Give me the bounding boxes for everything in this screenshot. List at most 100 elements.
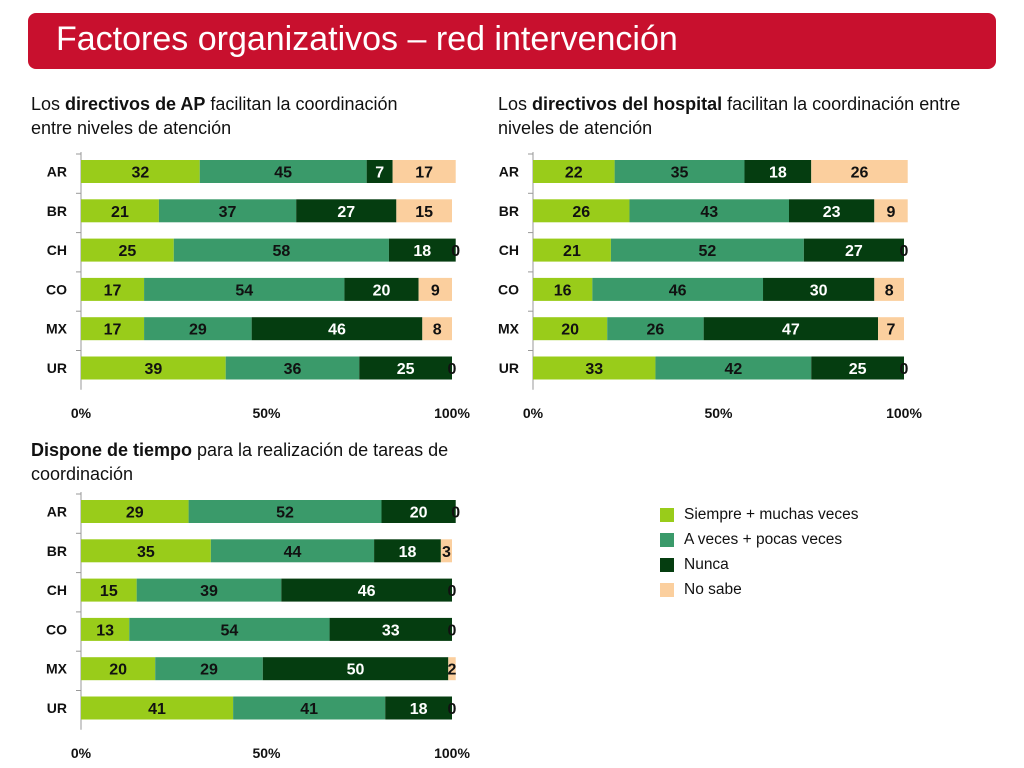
bar-segment-no-sabe — [422, 317, 452, 341]
bar-segment-no-sabe — [418, 277, 452, 301]
bar-segment-nunca — [811, 356, 904, 380]
x-tick-label: 0% — [71, 405, 92, 421]
data-label: 20 — [109, 662, 127, 679]
data-label: 42 — [724, 361, 742, 378]
title-bar: Factores organizativos – red intervenció… — [28, 13, 996, 69]
data-label: 0 — [448, 701, 457, 718]
bar-segment-nunca — [281, 578, 452, 602]
data-label: 20 — [410, 505, 428, 522]
data-label: 29 — [200, 662, 218, 679]
bar-segment-siempre — [81, 317, 145, 341]
data-label: 46 — [358, 583, 376, 600]
data-label: 22 — [565, 165, 583, 182]
category-label: UR — [499, 360, 519, 376]
bar-segment-siempre — [81, 617, 130, 641]
bar-segment-siempre — [533, 356, 656, 380]
data-label: 0 — [451, 505, 460, 522]
legend-swatch-nunca — [660, 557, 674, 572]
data-label: 18 — [413, 243, 431, 260]
data-label: 39 — [144, 361, 162, 378]
data-label: 41 — [300, 701, 318, 718]
bar-segment-nunca — [366, 160, 393, 183]
bar-segment-a-veces — [188, 500, 382, 523]
data-label: 21 — [563, 243, 581, 260]
x-tick-label: 50% — [704, 405, 733, 421]
legend-item: No sabe — [660, 577, 858, 602]
bar-segment-a-veces — [225, 356, 360, 380]
data-label: 0 — [900, 361, 909, 378]
category-label: AR — [47, 164, 67, 180]
page-title: Factores organizativos – red intervenció… — [56, 20, 678, 58]
legend-item: A veces + pocas veces — [660, 527, 858, 552]
category-label: MX — [498, 321, 520, 337]
category-label: UR — [47, 360, 67, 376]
x-tick-label: 100% — [434, 745, 470, 761]
bar-segment-siempre — [533, 317, 608, 341]
bar-segment-siempre — [81, 238, 174, 262]
bar-segment-nunca — [703, 317, 879, 341]
bar-segment-a-veces — [210, 539, 375, 563]
data-label: 37 — [219, 204, 237, 221]
data-label: 2 — [448, 662, 457, 679]
bar-segment-siempre — [81, 160, 200, 183]
data-label: 27 — [337, 204, 355, 221]
data-label: 17 — [104, 282, 122, 299]
category-label: MX — [46, 321, 68, 337]
data-label: 43 — [700, 204, 718, 221]
bar-segment-a-veces — [629, 199, 789, 223]
legend-swatch-siempre — [660, 507, 674, 522]
bar-segment-nunca — [359, 356, 452, 380]
data-label: 46 — [669, 282, 687, 299]
data-label: 27 — [845, 243, 863, 260]
category-label: UR — [47, 700, 67, 716]
bar-segment-siempre — [533, 238, 611, 262]
bar-segment-no-sabe — [440, 539, 452, 563]
chart-2-subtitle-bold: directivos del hospital — [532, 94, 723, 114]
data-label: 36 — [284, 361, 302, 378]
data-label: 0 — [448, 583, 457, 600]
data-label: 23 — [823, 204, 841, 221]
data-label: 52 — [276, 505, 294, 522]
data-label: 3 — [442, 544, 451, 561]
bar-segment-a-veces — [655, 356, 812, 380]
bar-segment-a-veces — [233, 696, 386, 720]
bar-segment-nunca — [385, 696, 452, 720]
data-label: 32 — [131, 165, 149, 182]
bar-segment-no-sabe — [874, 277, 904, 301]
data-label: 9 — [887, 204, 896, 221]
data-label: 9 — [431, 282, 440, 299]
bar-segment-a-veces — [607, 317, 704, 341]
data-label: 0 — [451, 243, 460, 260]
bar-segment-a-veces — [173, 238, 389, 262]
x-tick-label: 50% — [252, 745, 281, 761]
data-label: 25 — [849, 361, 867, 378]
bar-segment-nunca — [329, 617, 452, 641]
chart-1-subtitle-pre: Los — [31, 94, 66, 114]
chart-1-subtitle: Los directivos de AP facilitan la coordi… — [31, 92, 411, 140]
bar-segment-siempre — [81, 277, 145, 301]
bar-segment-a-veces — [136, 578, 282, 602]
data-label: 54 — [221, 622, 239, 639]
data-label: 0 — [900, 243, 909, 260]
category-label: CH — [47, 242, 67, 258]
x-tick-label: 100% — [886, 405, 922, 421]
data-label: 58 — [272, 243, 290, 260]
bar-segment-nunca — [344, 277, 419, 301]
data-label: 18 — [410, 701, 428, 718]
category-label: BR — [47, 543, 67, 559]
bar-segment-a-veces — [155, 657, 263, 681]
data-label: 15 — [100, 583, 118, 600]
bar-segment-nunca — [763, 277, 875, 301]
data-label: 47 — [782, 322, 800, 339]
x-tick-label: 50% — [252, 405, 281, 421]
category-label: MX — [46, 661, 68, 677]
data-label: 7 — [887, 322, 896, 339]
chart-3-subtitle-bold: Dispone de tiempo — [31, 440, 193, 460]
data-label: 35 — [137, 544, 155, 561]
data-label: 18 — [399, 544, 417, 561]
bar-segment-nunca — [262, 657, 449, 681]
data-label: 20 — [373, 282, 391, 299]
data-label: 8 — [885, 282, 894, 299]
bar-segment-a-veces — [158, 199, 297, 223]
chart-3-subtitle: Dispone de tiempo para la realización de… — [31, 438, 501, 486]
